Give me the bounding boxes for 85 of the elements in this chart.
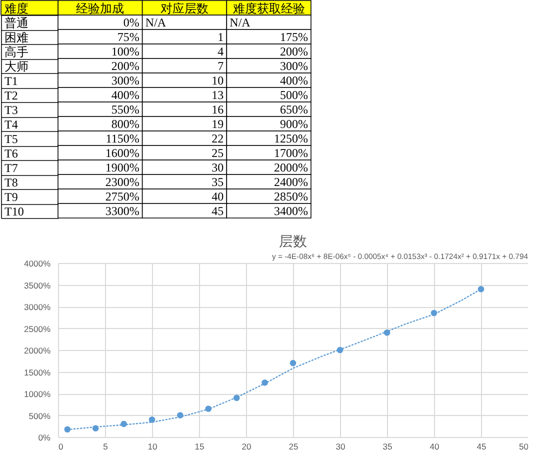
y-tick-label: 大师 xyxy=(4,59,28,74)
data-label: 2850% xyxy=(274,189,308,204)
data-label: 400% xyxy=(280,73,308,88)
y-tick-label: 1500% xyxy=(24,367,51,378)
y-tick-label: T3 xyxy=(4,102,18,117)
x-tick-label: 0 xyxy=(58,442,64,452)
data-label: 400% xyxy=(111,88,140,102)
data-label: 7 xyxy=(218,58,224,73)
data-label: 22 xyxy=(212,131,224,146)
y-tick-label: 1000% xyxy=(24,389,51,399)
data-label: 1900% xyxy=(105,160,140,174)
chart-title: 层数 xyxy=(279,233,307,249)
y-tick-label: 4000% xyxy=(24,258,51,268)
point xyxy=(64,426,71,433)
data-label: 19 xyxy=(212,116,224,131)
y-tick-label: 500% xyxy=(28,410,51,421)
y-tick-label: T7 xyxy=(4,160,18,175)
x-tick-label: 50 xyxy=(519,442,529,452)
data-label: 2750% xyxy=(105,189,140,204)
data-label: 900% xyxy=(280,116,308,131)
y-tick-label: T10 xyxy=(4,204,24,218)
data-label: 45 xyxy=(212,204,224,218)
data-label: 30 xyxy=(212,160,224,174)
point xyxy=(290,360,296,366)
data-label: 800% xyxy=(111,116,140,131)
x-tick-label: 40 xyxy=(430,442,440,452)
y-tick-label: T4 xyxy=(4,117,18,132)
x-tick-label: 10 xyxy=(148,442,158,452)
y-tick-label: T9 xyxy=(4,190,18,204)
x-tick-label: 35 xyxy=(382,442,392,452)
data-label: 25 xyxy=(212,146,224,160)
data-label: 100% xyxy=(111,44,140,58)
data-label: 35 xyxy=(212,174,224,189)
data-label: 1700% xyxy=(274,146,308,160)
y-tick-label: T8 xyxy=(4,175,18,190)
text: N/A xyxy=(145,15,166,30)
data-label: 40 xyxy=(212,189,224,204)
data-label: 3400% xyxy=(274,204,308,218)
x-tick-label: 5 xyxy=(103,442,108,452)
y-tick-label: 2500% xyxy=(24,324,51,334)
data-label: 3300% xyxy=(105,204,140,218)
data-label: 10 xyxy=(212,73,224,88)
data-label: 200% xyxy=(111,58,140,73)
data-label: 0% xyxy=(123,15,140,30)
y-tick-label: T5 xyxy=(4,132,18,146)
point xyxy=(478,286,484,292)
data-label: 200% xyxy=(280,44,308,58)
y-tick-label: 困难 xyxy=(4,30,28,44)
data-label: 2400% xyxy=(274,174,308,189)
data-label: 300% xyxy=(111,73,140,88)
y-tick-label: 普通 xyxy=(4,16,28,30)
y-tick-label: T6 xyxy=(4,146,18,160)
y-tick-label: 3000% xyxy=(24,302,51,312)
data-label: 75% xyxy=(117,30,140,44)
data-label: 550% xyxy=(111,102,140,116)
data-label: 1 xyxy=(218,30,224,44)
x-tick-label: 45 xyxy=(476,442,486,452)
data-label: 1600% xyxy=(105,146,140,160)
x-tick-label: 15 xyxy=(194,442,204,452)
data-label: 4 xyxy=(218,44,224,58)
y-tick-label: 0% xyxy=(38,432,51,442)
x-tick-label: 经验加成 xyxy=(76,1,124,16)
data-label: 1150% xyxy=(106,131,140,146)
data-label: 16 xyxy=(212,102,224,116)
data-label: 1250% xyxy=(274,131,308,146)
data-label: 500% xyxy=(280,88,308,102)
x-tick-label: 30 xyxy=(336,442,346,452)
text: N/A xyxy=(230,15,250,30)
data-label: 13 xyxy=(212,88,224,102)
data-label: 175% xyxy=(280,30,308,44)
y-tick-label: T1 xyxy=(4,74,18,88)
x-tick-label: 25 xyxy=(288,442,298,452)
x-tick-label: 对应层数 xyxy=(160,1,208,16)
data-label: 2000% xyxy=(274,160,308,174)
data-label: 300% xyxy=(280,58,308,73)
y-tick-label: 高手 xyxy=(4,44,28,59)
y-tick-label: T2 xyxy=(4,88,18,102)
x-tick-label: 20 xyxy=(242,442,252,452)
y-tick-label: 2000% xyxy=(24,346,51,356)
x-tick-label: 难度获取经验 xyxy=(232,1,305,16)
point xyxy=(148,416,156,423)
y-axis-title: 难度 xyxy=(4,1,28,16)
data-label: 2300% xyxy=(105,174,140,189)
data-label: 650% xyxy=(280,102,308,116)
y-tick-label: 3500% xyxy=(24,280,51,290)
